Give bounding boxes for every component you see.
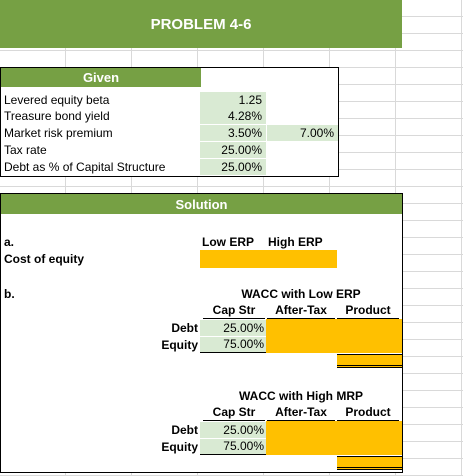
given-header-label: Given — [82, 70, 120, 85]
wacc-low-debt-label: Debt — [171, 321, 198, 335]
problem-title-banner: PROBLEM 4-6 — [0, 0, 402, 48]
solution-header-label: Solution — [175, 196, 228, 212]
wacc-low-equity-capstr[interactable]: 75.00% — [200, 337, 266, 353]
wacc-high-debt-aftertax[interactable] — [266, 421, 337, 455]
problem-title: PROBLEM 4-6 — [150, 15, 252, 33]
given-value-beta[interactable]: 1.25 — [200, 92, 266, 108]
given-label-tax-rate: Tax rate — [4, 143, 47, 157]
wacc-high-debt-product[interactable] — [337, 421, 402, 455]
part-b-label: b. — [4, 287, 15, 301]
wacc-low-debt-product[interactable] — [337, 319, 402, 353]
given-value-mrp-low[interactable]: 3.50% — [200, 125, 266, 141]
given-label-beta: Levered equity beta — [4, 93, 110, 107]
wacc-high-debt-label: Debt — [171, 423, 198, 437]
given-value-mrp-high[interactable]: 7.00% — [267, 125, 338, 141]
wacc-low-equity-label: Equity — [161, 338, 198, 352]
cost-of-equity-low-cell[interactable] — [200, 250, 268, 268]
wacc-low-col-aftertax: After-Tax — [267, 302, 335, 319]
given-value-bond-yield[interactable]: 4.28% — [200, 108, 266, 124]
solution-header: Solution — [1, 194, 402, 214]
wacc-high-equity-capstr[interactable]: 75.00% — [200, 439, 266, 455]
cost-of-equity-high-cell[interactable] — [268, 250, 337, 268]
wacc-high-col-capstr: Cap Str — [203, 404, 265, 421]
wacc-low-debt-capstr[interactable]: 25.00% — [200, 320, 266, 336]
part-a-label: a. — [4, 235, 15, 249]
wacc-high-debt-capstr[interactable]: 25.00% — [200, 422, 266, 438]
wacc-low-col-product: Product — [337, 302, 399, 319]
wacc-low-total[interactable] — [337, 354, 402, 368]
wacc-high-equity-label: Equity — [161, 440, 198, 454]
cost-of-equity-label: Cost of equity — [4, 252, 84, 266]
given-label-mrp: Market risk premium — [4, 126, 113, 140]
given-label-bond-yield: Treasure bond yield — [4, 109, 110, 123]
low-erp-header: Low ERP — [202, 235, 255, 249]
wacc-high-title: WACC with High MRP — [239, 389, 363, 403]
wacc-low-debt-aftertax[interactable] — [266, 319, 337, 353]
given-header: Given — [1, 68, 201, 87]
wacc-low-title: WACC with Low ERP — [241, 287, 361, 301]
given-label-debt-pct: Debt as % of Capital Structure — [4, 160, 166, 174]
wacc-low-col-capstr: Cap Str — [203, 302, 265, 319]
wacc-high-col-product: Product — [337, 404, 399, 421]
given-value-tax-rate[interactable]: 25.00% — [200, 142, 266, 158]
given-value-debt-pct[interactable]: 25.00% — [200, 159, 266, 175]
wacc-high-total[interactable] — [337, 456, 402, 470]
wacc-high-col-aftertax: After-Tax — [267, 404, 335, 421]
high-erp-header: High ERP — [268, 235, 323, 249]
